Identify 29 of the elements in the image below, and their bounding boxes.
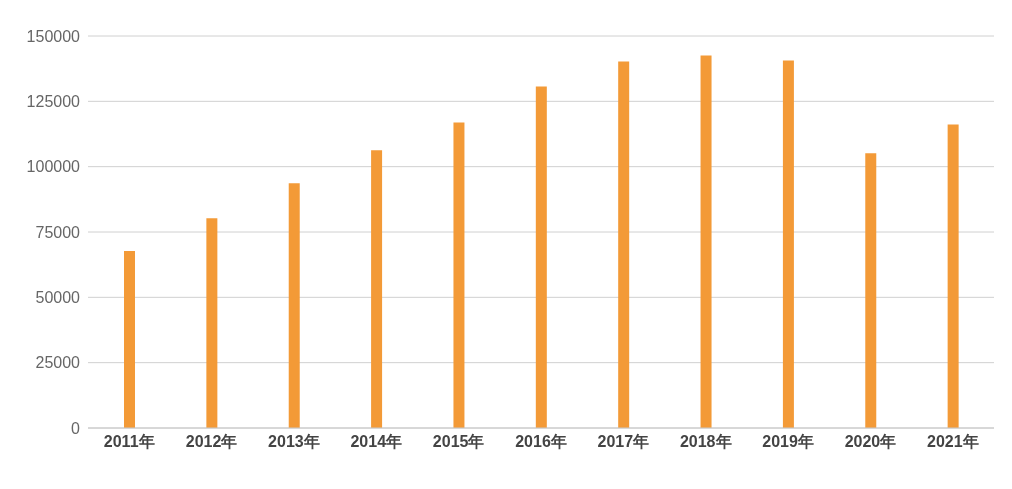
- bar: [206, 218, 218, 428]
- bar: [947, 124, 959, 428]
- bar: [124, 251, 135, 428]
- y-tick-label: 50000: [35, 289, 81, 307]
- x-tick-label: 2012年: [185, 433, 238, 451]
- y-tick-label: 125000: [26, 93, 81, 111]
- bar: [618, 61, 630, 428]
- x-tick-label: 2021年: [927, 433, 979, 451]
- bar: [288, 183, 300, 428]
- x-tick-label: 2013年: [268, 433, 320, 451]
- x-tick-label: 2014年: [350, 433, 403, 451]
- y-tick-label: 0: [71, 419, 81, 437]
- x-tick-label: 2017年: [597, 433, 650, 451]
- bar: [453, 122, 465, 428]
- y-tick-label: 100000: [26, 158, 81, 176]
- x-tick-label: 2015年: [432, 433, 485, 451]
- bar: [700, 55, 712, 428]
- x-tick-label: 2019年: [762, 433, 814, 451]
- x-tick-label: 2011年: [103, 433, 155, 451]
- bar: [865, 153, 877, 428]
- bar: [782, 60, 794, 428]
- y-tick-label: 25000: [35, 354, 81, 372]
- bar: [371, 150, 383, 428]
- x-tick-label: 2020年: [844, 433, 897, 451]
- y-tick-label: 150000: [26, 27, 81, 45]
- y-tick-label: 75000: [35, 223, 81, 241]
- bar: [535, 86, 547, 428]
- x-tick-label: 2018年: [679, 433, 732, 451]
- x-tick-label: 2016年: [515, 433, 567, 451]
